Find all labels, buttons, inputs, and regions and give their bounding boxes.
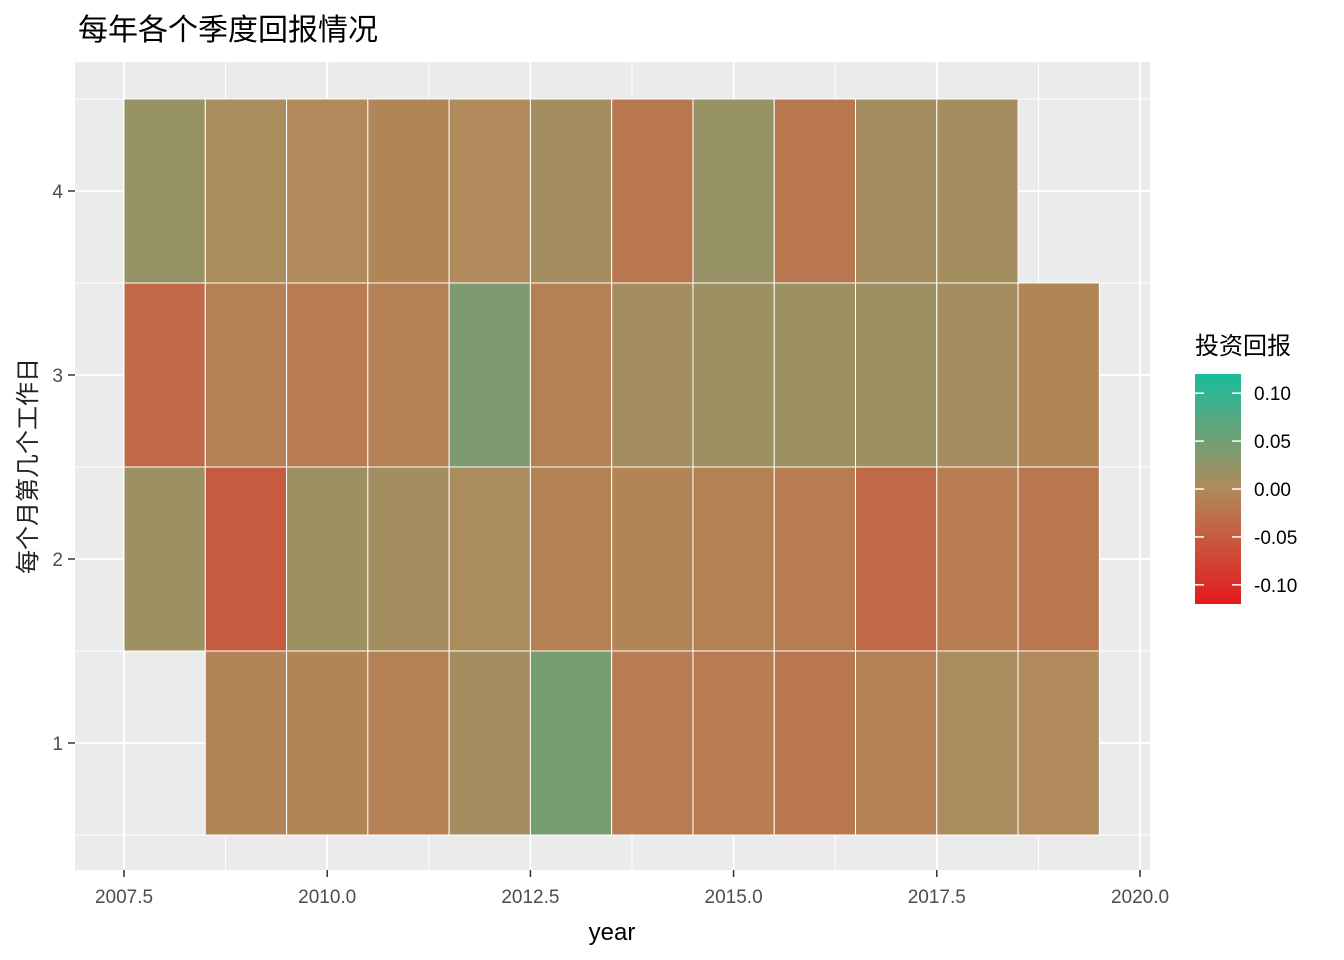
legend-label: 0.10: [1254, 384, 1291, 405]
y-tick-label: 2: [52, 550, 63, 571]
heatmap-cell: [123, 282, 206, 468]
x-tick-label: 2015.0: [705, 887, 763, 908]
y-axis-title: 每个月第几个工作日: [14, 358, 42, 574]
heatmap-cell: [1017, 466, 1100, 652]
x-tick-label: 2020.0: [1111, 887, 1169, 908]
heatmap-cell: [204, 282, 288, 468]
heatmap-cell: [367, 98, 450, 284]
heatmap-cell: [692, 650, 775, 836]
heatmap-cell: [1017, 650, 1100, 836]
heatmap-cell: [204, 650, 288, 836]
heatmap-cell: [692, 98, 775, 284]
heatmap-cell: [286, 98, 369, 284]
heatmap-cell: [855, 98, 938, 284]
heatmap-cell: [204, 98, 288, 284]
heatmap-cell: [1017, 282, 1100, 468]
heatmap-cell: [367, 650, 450, 836]
legend-label: -0.05: [1254, 528, 1297, 549]
x-tick-label: 2010.0: [298, 887, 356, 908]
heatmap-cell: [286, 650, 369, 836]
heatmap-cell: [611, 650, 694, 836]
heatmap-cell: [448, 98, 531, 284]
heatmap-cell: [611, 98, 694, 284]
heatmap-cell: [286, 466, 369, 652]
y-tick-label: 1: [52, 734, 63, 755]
y-tick-label: 3: [52, 366, 63, 387]
x-tick-label: 2017.5: [908, 887, 966, 908]
heatmap-cell: [448, 466, 531, 652]
y-tick-label: 4: [52, 182, 63, 203]
x-tick-label: 2007.5: [95, 887, 153, 908]
heatmap-cell: [936, 98, 1019, 284]
heatmap-cell: [855, 466, 938, 652]
heatmap-cell: [529, 466, 613, 652]
heatmap-cell: [855, 650, 938, 836]
x-axis-ticks: 2007.5 2010.0 2012.5 2015.0 2017.5 2020.0: [95, 870, 1169, 908]
heatmap-cell: [204, 466, 288, 652]
heatmap-cell: [286, 282, 369, 468]
legend-ticks: 0.10 0.05 0.00 -0.05 -0.10: [1195, 384, 1297, 597]
legend-label: -0.10: [1254, 576, 1297, 597]
heatmap-cell: [773, 98, 857, 284]
heatmap-cell: [529, 98, 613, 284]
heatmap-cell: [367, 466, 450, 652]
heatmap-cell: [448, 282, 531, 468]
legend-label: 0.00: [1254, 480, 1291, 501]
heatmap-cell: [367, 282, 450, 468]
heatmap-cell: [611, 282, 694, 468]
heatmap-cell: [448, 650, 531, 836]
heatmap-cell: [773, 650, 857, 836]
heatmap-cell: [692, 282, 775, 468]
y-axis-ticks: 1 2 3 4: [52, 182, 75, 755]
heatmap-cell: [123, 98, 206, 284]
legend-title: 投资回报: [1195, 332, 1291, 360]
legend-label: 0.05: [1254, 432, 1291, 453]
x-tick-label: 2012.5: [501, 887, 559, 908]
heatmap-cells: [123, 98, 1100, 836]
heatmap-cell: [773, 466, 857, 652]
heatmap-cell: [855, 282, 938, 468]
heatmap-cell: [611, 466, 694, 652]
x-axis-title: year: [589, 919, 636, 946]
heatmap-cell: [123, 466, 206, 652]
heatmap-cell: [529, 650, 613, 836]
heatmap-cell: [936, 466, 1019, 652]
heatmap-cell: [936, 282, 1019, 468]
heatmap-cell: [936, 650, 1019, 836]
heatmap-cell: [529, 282, 613, 468]
chart-title: 每年各个季度回报情况: [78, 13, 378, 48]
heatmap-cell: [773, 282, 857, 468]
heatmap-cell: [692, 466, 775, 652]
